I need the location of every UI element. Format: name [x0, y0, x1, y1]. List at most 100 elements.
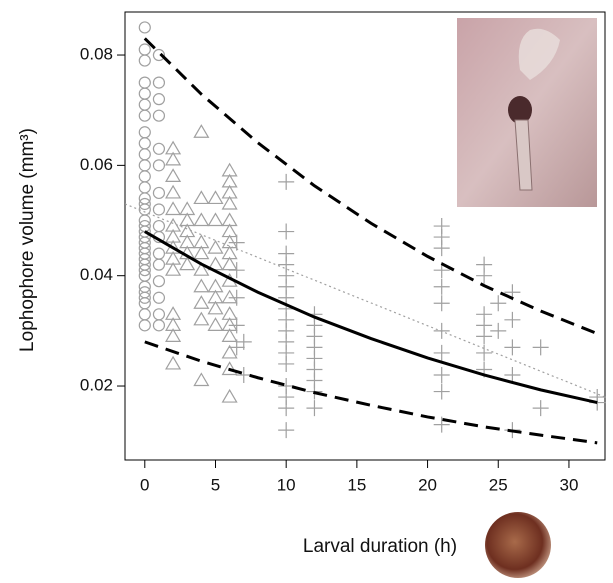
triangle-point	[207, 317, 224, 331]
circle-point	[138, 126, 151, 139]
plus-point	[278, 422, 295, 439]
circle-point	[138, 308, 151, 321]
circle-point	[138, 54, 151, 67]
circle-point	[138, 159, 151, 172]
triangle-point	[165, 201, 182, 216]
plus-point	[306, 400, 323, 417]
plus-point	[490, 322, 507, 339]
plus-point	[532, 400, 549, 417]
plus-point	[278, 355, 295, 372]
triangle-point	[207, 300, 224, 315]
plus-point	[532, 339, 549, 356]
circle-point	[152, 142, 166, 155]
plot-frame	[124, 11, 606, 461]
plus-point	[476, 267, 493, 284]
plus-point	[504, 339, 521, 356]
triangle-point	[221, 195, 238, 210]
plus-point	[433, 366, 450, 383]
triangle-point	[221, 388, 238, 403]
photo-inset	[457, 18, 597, 207]
circle-point	[152, 93, 166, 106]
y-axis-label: Lophophore volume (mm³)	[17, 128, 38, 352]
plus-point	[235, 333, 252, 350]
plus-point	[490, 295, 507, 312]
triangle-point	[193, 372, 210, 387]
plus-point	[433, 240, 450, 257]
circle-point	[138, 291, 151, 304]
plus-point	[278, 173, 295, 190]
triangle-point	[193, 278, 210, 293]
triangle-point	[165, 184, 182, 199]
triangle-point	[193, 190, 210, 205]
y-tick-label: 0.02	[80, 376, 113, 395]
x-tick-label: 5	[211, 475, 220, 494]
triangle-point	[165, 261, 182, 276]
plus-point	[504, 366, 521, 383]
plus-point	[476, 344, 493, 361]
circle-point	[152, 159, 166, 172]
triangle-point	[221, 361, 238, 376]
solid-curve	[144, 230, 598, 405]
circle-point	[138, 109, 151, 122]
triangle-point	[207, 212, 224, 227]
dotted-curve	[125, 203, 605, 398]
circle-point	[138, 148, 151, 161]
y-tick-label: 0.06	[80, 155, 113, 174]
plus-point	[433, 295, 450, 312]
circle-point	[152, 319, 166, 332]
circle-point	[152, 109, 166, 122]
circle-point	[138, 43, 151, 56]
larva-image	[485, 512, 551, 578]
plus-point	[476, 328, 493, 345]
plus-point	[433, 416, 450, 433]
plus-point	[228, 262, 245, 279]
plus-point	[228, 317, 245, 334]
plus-point	[235, 366, 252, 383]
circle-point	[138, 264, 151, 277]
triangle-point	[193, 245, 210, 260]
circle-point	[152, 258, 166, 271]
circle-point	[138, 197, 151, 211]
triangle-point	[179, 256, 196, 271]
plus-point	[278, 400, 295, 417]
triangle-point	[207, 239, 224, 254]
x-tick-label: 20	[418, 475, 437, 494]
triangle-point	[193, 212, 210, 227]
circle-point	[152, 308, 166, 321]
triangle-point	[193, 124, 210, 138]
triangle-point	[193, 261, 210, 276]
triangle-point	[221, 256, 238, 271]
y-tick-label: 0.08	[80, 45, 113, 64]
circle-point	[152, 219, 166, 233]
triangle-point	[193, 311, 210, 326]
circle-point	[152, 203, 166, 216]
x-tick-label: 30	[559, 475, 578, 494]
triangle-point	[221, 344, 238, 359]
plus-point	[433, 383, 450, 400]
triangle-point	[207, 190, 224, 205]
x-tick-label: 15	[347, 475, 366, 494]
dashed-curve	[144, 340, 598, 445]
plus-point	[228, 289, 245, 306]
triangle-point	[165, 168, 182, 182]
circle-point	[138, 137, 151, 150]
plus-point	[228, 234, 245, 251]
x-tick-label: 0	[140, 475, 149, 494]
triangle-point	[165, 151, 182, 166]
triangle-point	[165, 328, 182, 342]
circle-point	[138, 76, 151, 89]
triangle-point	[221, 328, 238, 342]
circle-point	[138, 181, 151, 194]
plus-point	[433, 278, 450, 295]
y-tick-label: 0.04	[80, 265, 113, 284]
circle-point	[138, 98, 151, 111]
triangle-point	[165, 355, 182, 370]
plus-point	[504, 311, 521, 328]
circle-point	[152, 48, 166, 62]
plus-point	[433, 344, 450, 361]
circle-point	[138, 21, 151, 34]
x-tick-label: 10	[277, 475, 296, 494]
circle-point	[152, 275, 166, 288]
circle-point	[152, 291, 166, 304]
